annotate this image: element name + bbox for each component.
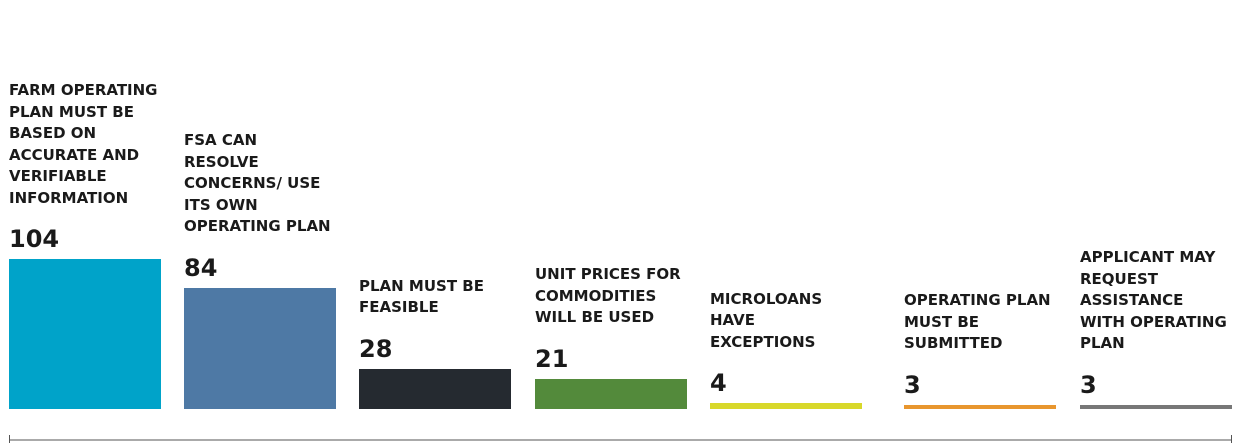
bar-group: FARM OPERATING PLAN MUST BE BASED ON ACC… xyxy=(9,80,161,409)
value-label: 84 xyxy=(184,253,218,282)
bar-group: APPLICANT MAY REQUEST ASSISTANCE WITH OP… xyxy=(1080,247,1232,409)
bar xyxy=(535,378,687,409)
bar-group: MICROLOANS HAVE EXCEPTIONS 4 xyxy=(710,289,862,409)
bar xyxy=(9,259,161,409)
bar-group: UNIT PRICES FOR COMMODITIES WILL BE USED… xyxy=(535,264,687,409)
value-label: 3 xyxy=(904,370,921,399)
category-label: FSA CAN RESOLVE CONCERNS/ USE ITS OWN OP… xyxy=(184,131,331,236)
category-label: FARM OPERATING PLAN MUST BE BASED ON ACC… xyxy=(9,81,158,207)
value-label: 4 xyxy=(710,369,727,398)
bar xyxy=(184,287,336,409)
value-label: 104 xyxy=(9,225,60,253)
value-label: 21 xyxy=(535,344,569,373)
bar xyxy=(904,404,1056,409)
category-label: APPLICANT MAY REQUEST ASSISTANCE WITH OP… xyxy=(1080,248,1227,353)
value-label: 28 xyxy=(359,334,393,363)
bar-group: PLAN MUST BE FEASIBLE 28 xyxy=(359,276,511,409)
value-label: 3 xyxy=(1080,370,1097,399)
bar xyxy=(359,368,511,409)
bar-group: OPERATING PLAN MUST BE SUBMITTED 3 xyxy=(904,290,1056,409)
category-label: UNIT PRICES FOR COMMODITIES WILL BE USED xyxy=(535,265,681,327)
bar-group: FSA CAN RESOLVE CONCERNS/ USE ITS OWN OP… xyxy=(184,130,336,409)
bar xyxy=(710,403,862,409)
bar xyxy=(1080,404,1232,409)
category-label: PLAN MUST BE FEASIBLE xyxy=(359,276,484,317)
category-label: OPERATING PLAN MUST BE SUBMITTED xyxy=(904,291,1051,353)
category-label: MICROLOANS HAVE EXCEPTIONS xyxy=(710,289,823,351)
